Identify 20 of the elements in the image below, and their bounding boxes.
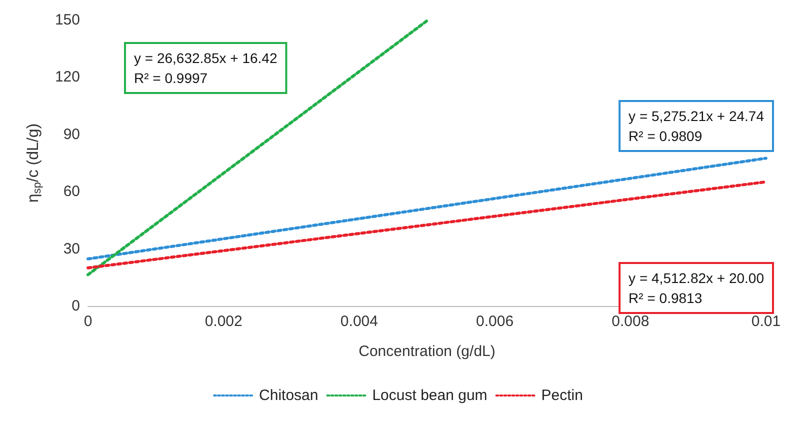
x-tick-label: 0.01 bbox=[751, 313, 781, 330]
annotation: y = 5,275.21x + 24.74 R² = 0.9809 bbox=[628, 108, 764, 144]
x-tick-label: 0.008 bbox=[612, 313, 650, 330]
y-axis-title: ηsp/c (dL/g) bbox=[25, 123, 44, 203]
x-tick-label: 0.002 bbox=[204, 313, 242, 330]
x-tick-label: 0.006 bbox=[476, 313, 514, 330]
annotation: y = 4,512.82x + 20.00 R² = 0.9813 bbox=[628, 270, 764, 306]
annotation: y = 26,632.85x + 16.42 R² = 0.9997 bbox=[134, 50, 278, 86]
y-tick-label: 0 bbox=[72, 298, 80, 314]
y-tick-label: 60 bbox=[63, 183, 80, 200]
y-tick-label: 90 bbox=[63, 126, 80, 143]
y-tick-label: 30 bbox=[63, 240, 80, 258]
legend-label: Locust bean gum bbox=[372, 387, 488, 404]
y-tick-label: 150 bbox=[54, 12, 80, 28]
y-tick-label: 120 bbox=[54, 68, 80, 86]
x-tick-label: 0.004 bbox=[340, 313, 378, 330]
legend-label: Pectin bbox=[541, 387, 583, 404]
legend-label: Chitosan bbox=[259, 387, 318, 404]
x-tick-label: 0 bbox=[84, 313, 92, 330]
x-axis-title: Concentration (g/dL) bbox=[358, 343, 496, 360]
